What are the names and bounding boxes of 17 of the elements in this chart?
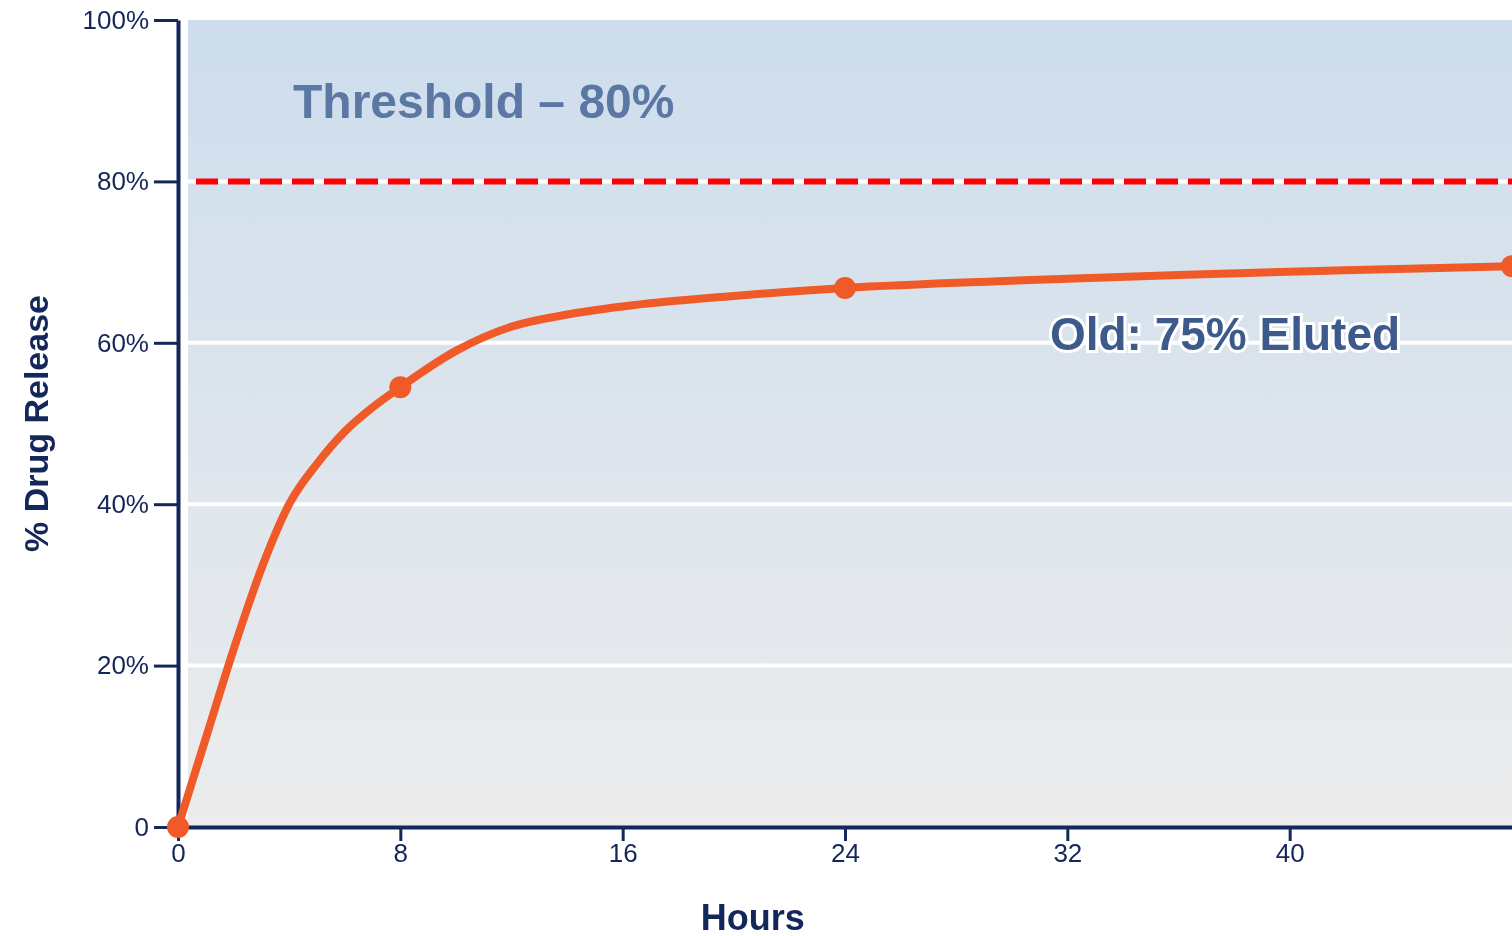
- y-tick-label: 100%: [82, 4, 149, 35]
- x-tick-label: 40: [1275, 838, 1305, 869]
- y-tick-label: 40%: [96, 489, 149, 520]
- y-tick-label: 0: [134, 811, 149, 842]
- y-axis-title: % Drug Release: [17, 295, 55, 552]
- y-tick-label: 60%: [96, 327, 149, 358]
- x-tick-label: 24: [831, 838, 860, 869]
- x-axis-title: Hours: [700, 897, 805, 936]
- y-tick-label: 80%: [96, 166, 149, 197]
- x-tick-label: 32: [1053, 838, 1083, 869]
- annotation: Old: 75% Eluted: [1049, 308, 1401, 360]
- y-tick-label: 20%: [96, 650, 149, 681]
- x-tick-label: 8: [393, 838, 409, 869]
- x-tick-label: 16: [608, 838, 638, 869]
- ref-line-label: Threshold – 80%: [293, 75, 675, 129]
- x-tick-label: 0: [171, 838, 186, 869]
- point: [389, 376, 412, 399]
